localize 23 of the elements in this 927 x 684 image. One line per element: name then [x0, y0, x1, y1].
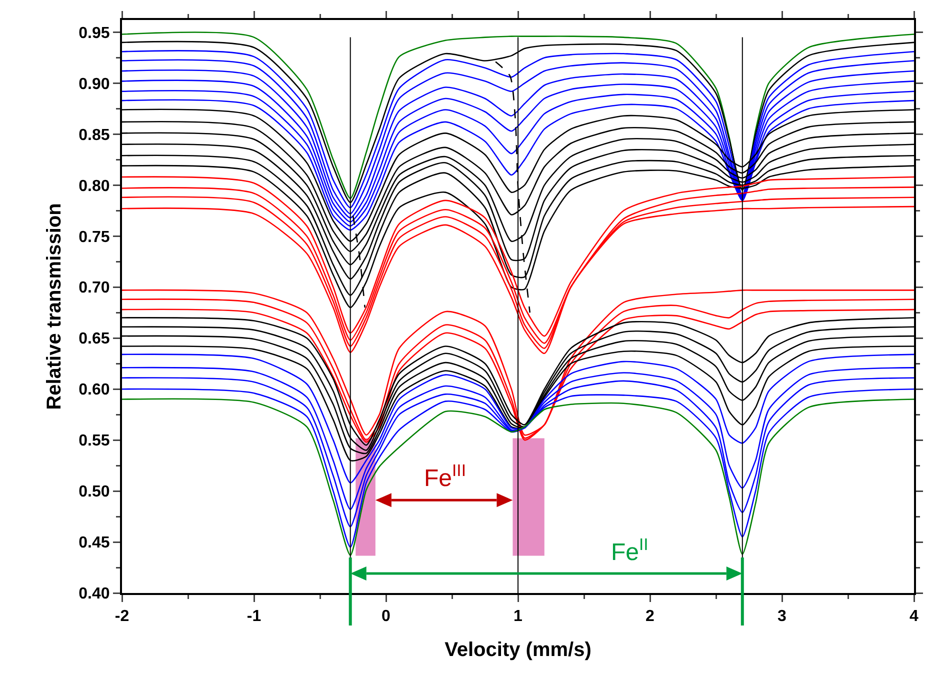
y-tick-label: 0.85	[78, 126, 110, 144]
annotation: Fe$^{III}$	[424, 461, 466, 492]
y-tick-label: 0.65	[78, 330, 110, 348]
annotation: Fe$^{II}$	[611, 535, 648, 566]
y-tick-label: 0.75	[78, 228, 110, 246]
x-tick-label: 3	[778, 608, 787, 626]
y-axis-title: Relative transmission	[44, 203, 66, 410]
y-tick-label: 0.60	[78, 382, 110, 399]
y-tick-label: 0.50	[78, 484, 110, 501]
x-tick-label: 4	[910, 608, 919, 626]
x-tick-label: 2	[646, 608, 655, 626]
x-tick-label: 0	[382, 608, 391, 626]
y-tick-label: 0.80	[78, 178, 110, 195]
y-tick-label: 0.95	[78, 24, 110, 42]
y-tick-label: 0.55	[78, 432, 110, 450]
x-tick-label: -2	[114, 608, 130, 626]
y-tick-label: 0.45	[78, 534, 110, 552]
y-tick-label: 0.40	[78, 586, 110, 603]
x-tick-label: -1	[246, 608, 262, 626]
y-tick-label: 0.70	[78, 280, 110, 297]
y-tick-label: 0.90	[78, 76, 110, 93]
x-axis-title: Velocity (mm/s)	[444, 639, 592, 662]
x-tick-label: 1	[514, 608, 523, 626]
